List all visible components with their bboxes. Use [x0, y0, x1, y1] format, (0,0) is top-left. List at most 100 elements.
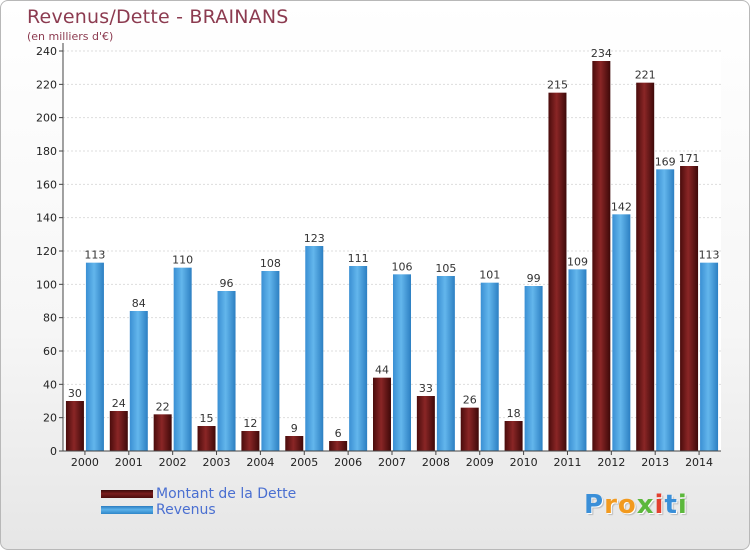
- data-label-revenus: 99: [527, 272, 541, 285]
- x-tick-label: 2012: [597, 456, 625, 469]
- data-label-revenus: 110: [172, 254, 193, 267]
- data-label-dette: 6: [335, 427, 342, 440]
- bar-dette: [548, 92, 567, 452]
- bar-revenus: [393, 274, 411, 451]
- y-tick-label: 140: [36, 212, 57, 225]
- y-tick-label: 20: [43, 412, 57, 425]
- data-label-dette: 26: [463, 394, 477, 407]
- bar-revenus: [261, 271, 280, 451]
- data-label-revenus: 113: [699, 249, 720, 262]
- proxiti-logo: Proxiti: [584, 490, 688, 520]
- bar-revenus: [524, 286, 543, 451]
- data-label-dette: 12: [243, 417, 257, 430]
- bar-revenus: [85, 262, 104, 451]
- x-tick-label: 2001: [115, 456, 143, 469]
- x-tick-label: 2008: [422, 456, 450, 469]
- bar-dette: [636, 82, 655, 452]
- legend-swatch-dette: [101, 490, 153, 498]
- x-tick-label: 2004: [246, 456, 274, 469]
- data-label-revenus: 106: [392, 260, 413, 273]
- chart-title: Revenus/Dette - BRAINANS: [27, 6, 289, 28]
- y-tick-label: 60: [43, 345, 57, 358]
- bar-revenus: [436, 276, 455, 451]
- bar-revenus: [700, 262, 719, 451]
- data-label-dette: 22: [156, 400, 170, 413]
- data-label-dette: 15: [200, 412, 214, 425]
- bar-dette: [592, 61, 611, 451]
- bar-dette: [329, 441, 348, 451]
- x-tick-label: 2000: [71, 456, 99, 469]
- x-tick-label: 2002: [159, 456, 187, 469]
- bar-revenus: [173, 267, 192, 451]
- data-label-revenus: 84: [132, 297, 146, 310]
- data-label-revenus: 142: [611, 200, 632, 213]
- data-label-dette: 18: [507, 407, 521, 420]
- bars: 30 113 24 84 22 110 15 96 12 108 9 123 6 111 44 106 33 10…: [65, 47, 720, 452]
- bar-dette: [65, 401, 84, 451]
- bar-dette: [285, 436, 304, 451]
- bar-dette: [197, 426, 216, 451]
- bar-dette: [109, 411, 128, 451]
- data-label-dette: 30: [68, 387, 82, 400]
- data-label-dette: 44: [375, 364, 389, 377]
- bar-revenus: [305, 246, 324, 451]
- bar-revenus: [129, 311, 148, 451]
- bar-revenus: [480, 282, 499, 451]
- grid-lines: [63, 50, 721, 419]
- bar-dette: [416, 396, 435, 451]
- data-label-dette: 24: [112, 397, 126, 410]
- legend-label-dette: Montant de la Dette: [156, 486, 297, 502]
- y-tick-label: 200: [36, 112, 57, 125]
- y-tick-label: 180: [36, 145, 57, 158]
- bar-revenus: [217, 291, 236, 451]
- bar-dette: [460, 407, 479, 451]
- bar-dette: [153, 414, 172, 451]
- y-tick-label: 0: [50, 445, 57, 458]
- data-label-dette: 215: [547, 79, 568, 92]
- y-tick-label: 160: [36, 178, 57, 191]
- data-label-revenus: 123: [304, 232, 325, 245]
- bar-revenus: [612, 214, 631, 451]
- data-label-revenus: 108: [260, 257, 281, 270]
- y-tick-label: 80: [43, 312, 57, 325]
- data-label-revenus: 105: [435, 262, 456, 275]
- x-tick-label: 2011: [553, 456, 581, 469]
- y-tick-label: 120: [36, 245, 57, 258]
- data-label-dette: 221: [635, 69, 656, 82]
- data-label-dette: 33: [419, 382, 433, 395]
- y-tick-label: 240: [36, 45, 57, 58]
- x-tick-label: 2014: [685, 456, 713, 469]
- data-label-revenus: 101: [479, 269, 500, 282]
- y-tick-label: 100: [36, 278, 57, 291]
- data-label-revenus: 169: [655, 155, 676, 168]
- x-tick-label: 2007: [378, 456, 406, 469]
- data-label-dette: 234: [591, 47, 612, 60]
- chart-subtitle: (en milliers d'€): [27, 30, 114, 43]
- data-label-revenus: 113: [84, 249, 105, 262]
- bar-revenus: [568, 269, 587, 451]
- data-label-dette: 9: [291, 422, 298, 435]
- bar-revenus: [656, 169, 675, 452]
- axes: 0 20 40 60 80 100 120 140 160 180 200 220 240 2000 200…: [36, 43, 721, 469]
- x-tick-label: 2005: [290, 456, 318, 469]
- x-tick-label: 2003: [203, 456, 231, 469]
- y-tick-label: 40: [43, 378, 57, 391]
- data-label-revenus: 96: [220, 277, 234, 290]
- bar-dette: [504, 421, 523, 451]
- x-tick-label: 2009: [466, 456, 494, 469]
- bar-dette: [373, 377, 391, 451]
- legend-label-revenus: Revenus: [156, 502, 216, 518]
- data-label-revenus: 109: [567, 255, 588, 268]
- x-tick-label: 2010: [510, 456, 538, 469]
- x-tick-label: 2013: [641, 456, 669, 469]
- bar-revenus: [349, 266, 368, 451]
- x-tick-label: 2006: [334, 456, 362, 469]
- legend-swatch-revenus: [101, 506, 153, 514]
- data-label-revenus: 111: [348, 252, 369, 265]
- data-label-dette: 171: [679, 152, 700, 165]
- y-tick-label: 220: [36, 78, 57, 91]
- bar-dette: [680, 166, 699, 451]
- bar-dette: [241, 431, 260, 451]
